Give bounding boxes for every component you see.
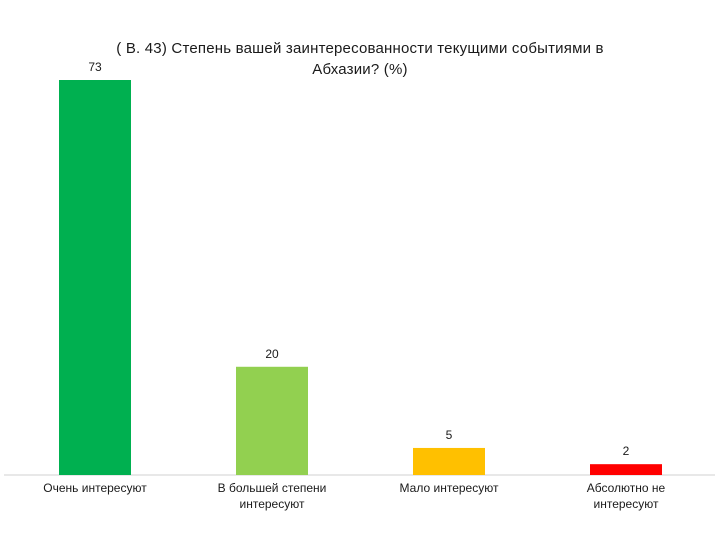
bar-1 xyxy=(59,80,131,475)
category-label-2-line-2: интересуют xyxy=(240,497,305,511)
bar-2 xyxy=(236,366,308,475)
data-label-2: 20 xyxy=(265,347,279,361)
category-label-1-line-1: Очень интересуют xyxy=(43,481,147,495)
category-label-3-line-1: Мало интересуют xyxy=(400,481,499,495)
bar-3 xyxy=(413,447,485,475)
category-label-2-line-1: В большей степени xyxy=(218,481,327,495)
chart-title-line-2: Абхазии? (%) xyxy=(312,61,408,78)
category-label-4-line-1: Абсолютно не xyxy=(587,481,666,495)
chart-title-line-1: ( В. 43) Степень вашей заинтересованност… xyxy=(116,40,604,57)
bar-4 xyxy=(590,464,662,475)
data-label-3: 5 xyxy=(446,428,453,442)
data-label-4: 2 xyxy=(623,444,630,458)
category-label-4-line-2: интересуют xyxy=(594,497,659,511)
data-label-1: 73 xyxy=(88,60,102,74)
